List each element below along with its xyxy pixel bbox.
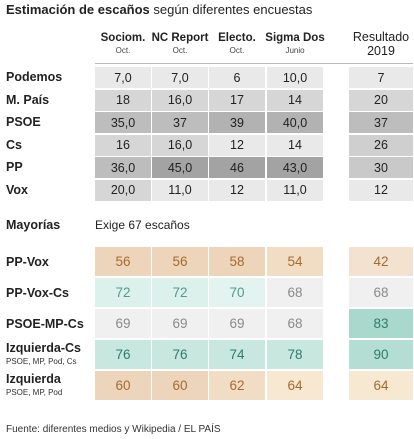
column-header-name: Sigma Dos: [265, 32, 325, 44]
seat-cell: 35,0: [95, 112, 151, 133]
column-header-period: Oct.: [229, 45, 245, 55]
seat-cell: 20,0: [95, 179, 151, 201]
majority-note: Exige 67 escaños: [95, 218, 190, 232]
majority-cell: 69: [152, 309, 208, 338]
column-header-period: Oct.: [115, 45, 131, 55]
majority-cell: 60: [95, 371, 151, 400]
seat-cell: 16,0: [152, 134, 208, 156]
seat-cell: 12: [209, 179, 265, 201]
seat-cell: 17: [209, 89, 265, 111]
column-header: Sigma Dos Junio: [252, 32, 338, 55]
chart-title-bold: Estimación de escaños: [6, 2, 150, 17]
majority-sublabel: PSOE, MP, Pod: [6, 388, 63, 397]
majority-cell: 56: [95, 247, 151, 276]
majority-label: PP-Vox: [6, 255, 49, 269]
seat-cell: 10,0: [267, 67, 323, 88]
majorities-label: Mayorías: [6, 218, 61, 232]
result-header-line: Resultado: [352, 30, 410, 44]
majority-cell: 64: [267, 371, 323, 400]
header-rule: [95, 63, 407, 64]
seat-cell: 7,0: [152, 67, 208, 88]
majority-cell: 76: [152, 340, 208, 369]
seat-cell: 45,0: [152, 157, 208, 178]
column-header-name: NC Report: [151, 32, 209, 44]
column-header: Electo. Oct.: [194, 32, 280, 55]
majority-cell: 78: [267, 340, 323, 369]
majority-cell: 72: [95, 278, 151, 307]
majority-cell: 76: [95, 340, 151, 369]
seat-cell: 16: [95, 134, 151, 156]
seat-cell: 43,0: [267, 157, 323, 178]
majority-label: PSOE-MP-Cs: [6, 317, 84, 331]
seat-cell: 18: [95, 89, 151, 111]
party-label: Podemos: [6, 70, 63, 84]
majority-result-cell: 68: [349, 278, 413, 307]
chart-title-rest: según diferentes encuestas: [149, 2, 313, 17]
majority-label: PP-Vox-Cs: [6, 286, 69, 300]
result-cell: 26: [349, 134, 413, 156]
result-cell: 7: [349, 67, 413, 88]
result-cell: 37: [349, 112, 413, 133]
seat-cell: 6: [209, 67, 265, 88]
source-note: Fuente: diferentes medios y Wikipedia / …: [6, 424, 221, 435]
party-label: PP: [6, 160, 23, 174]
party-label: Vox: [6, 182, 28, 197]
majority-cell: 68: [267, 309, 323, 338]
column-header: Sociom. Oct.: [80, 32, 166, 55]
seat-cell: 14: [267, 89, 323, 111]
seat-cell: 11,0: [152, 179, 208, 201]
majority-result-cell: 83: [349, 309, 413, 338]
column-header: NC Report Oct.: [137, 32, 223, 55]
seat-cell: 16,0: [152, 89, 208, 111]
seat-cell: 46: [209, 157, 265, 178]
party-label: PSOE: [6, 115, 41, 129]
chart-title: Estimación de escaños según diferentes e…: [6, 2, 312, 17]
header-rule: [349, 63, 413, 64]
majority-label: Izquierda: [6, 372, 61, 386]
seat-cell: 12: [209, 134, 265, 156]
majority-cell: 68: [267, 278, 323, 307]
majority-cell: 69: [95, 309, 151, 338]
column-header-period: Oct.: [172, 45, 188, 55]
majority-result-cell: 42: [349, 247, 413, 276]
column-header-name: Sociom.: [100, 32, 146, 44]
result-cell: 20: [349, 89, 413, 111]
result-header-line: 2019: [367, 44, 395, 59]
majority-cell: 62: [209, 371, 265, 400]
majority-cell: 58: [209, 247, 265, 276]
result-cell: 30: [349, 157, 413, 178]
majority-cell: 56: [152, 247, 208, 276]
seat-cell: 11,0: [267, 179, 323, 201]
majority-cell: 70: [209, 278, 265, 307]
seat-cell: 39: [209, 112, 265, 133]
seat-cell: 14: [267, 134, 323, 156]
result-header: Resultado 2019: [349, 30, 413, 59]
column-header-name: Electo.: [218, 32, 256, 44]
seat-cell: 40,0: [267, 112, 323, 133]
majority-sublabel: PSOE, MP, Pod, Cs: [6, 357, 77, 366]
seat-cell: 37: [152, 112, 208, 133]
party-label: Cs: [6, 137, 22, 152]
majority-result-cell: 64: [349, 371, 413, 400]
seat-cell: 7,0: [95, 67, 151, 88]
column-header-period: Junio: [285, 45, 305, 55]
majority-cell: 54: [267, 247, 323, 276]
majority-result-cell: 90: [349, 340, 413, 369]
majority-cell: 74: [209, 340, 265, 369]
majority-cell: 69: [209, 309, 265, 338]
party-label: M. País: [6, 92, 50, 107]
majority-label: Izquierda-Cs: [6, 341, 82, 355]
result-cell: 12: [349, 179, 413, 201]
majority-cell: 60: [152, 371, 208, 400]
majority-cell: 72: [152, 278, 208, 307]
seat-cell: 36,0: [95, 157, 151, 178]
